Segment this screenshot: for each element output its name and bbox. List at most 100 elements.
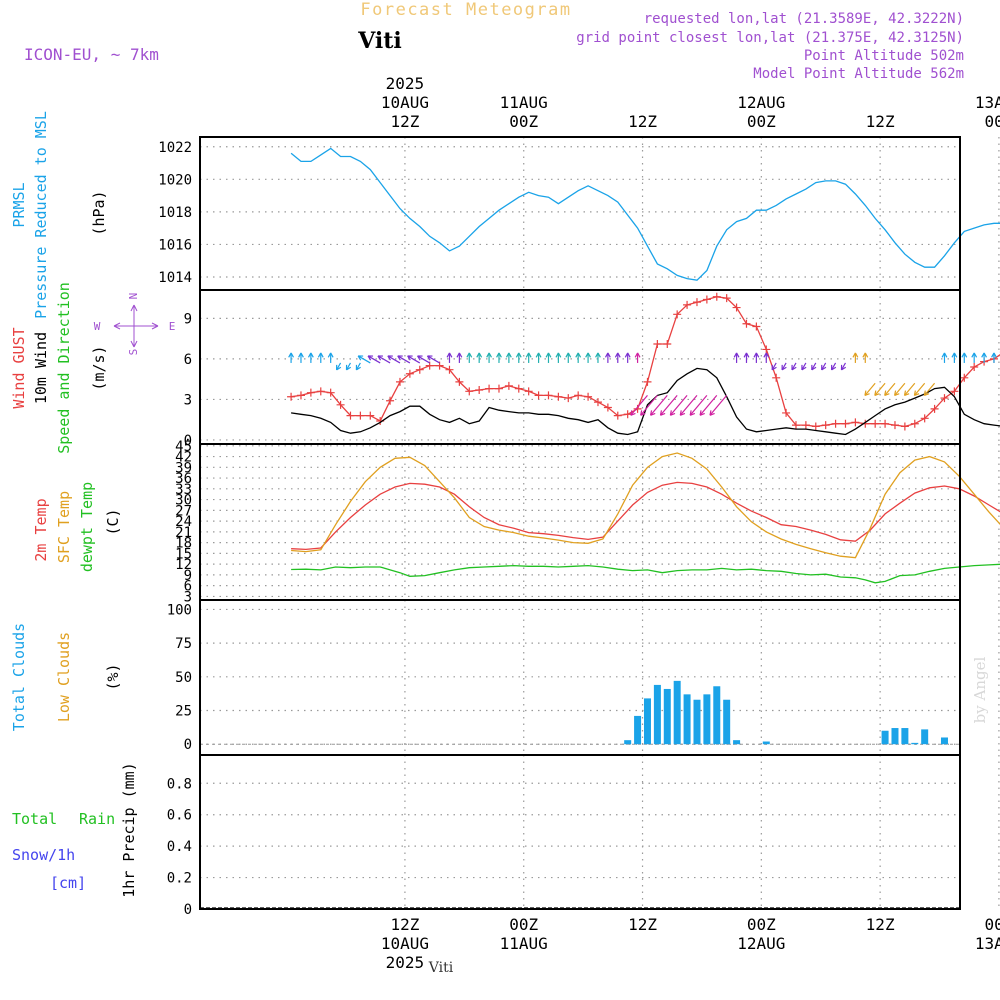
bottom-time-label: 12Z xyxy=(390,915,419,934)
wind-arrow xyxy=(709,394,728,416)
gust-marker xyxy=(336,400,345,409)
wind-arrowhead xyxy=(913,390,920,397)
wind-arrowhead xyxy=(903,390,910,397)
wind-arrow xyxy=(894,382,906,396)
clouds-ytick: 50 xyxy=(175,670,192,686)
gust-marker xyxy=(584,392,593,401)
wind-arrowhead xyxy=(830,364,837,371)
wind-arrowhead xyxy=(689,410,696,416)
wind-arrowhead xyxy=(397,355,403,361)
gust-marker xyxy=(613,411,622,420)
cloud-bar xyxy=(891,728,899,745)
wind-arrowhead xyxy=(733,352,740,358)
model-label: ICON-EU, ~ 7km xyxy=(24,45,159,64)
chart-title: Forecast Meteogram xyxy=(360,0,571,20)
wind-arrowhead xyxy=(307,352,314,358)
wind-arrow xyxy=(345,362,351,371)
bottom-time-label: 2025 xyxy=(386,953,425,972)
temperature-ytick: 21 xyxy=(175,525,192,541)
wind-arrow xyxy=(771,362,777,371)
wind-arrow xyxy=(884,382,896,396)
gust-marker xyxy=(801,421,810,430)
total-clouds-label: Total Clouds xyxy=(10,623,28,731)
gust-marker xyxy=(475,385,484,394)
wind-arrow xyxy=(781,362,787,371)
cloud-bar xyxy=(901,728,909,745)
location-title: Viti xyxy=(357,28,402,54)
wind-arrowhead xyxy=(466,352,473,358)
wind10m-label: 10m Wind xyxy=(32,332,50,404)
gust-marker xyxy=(762,345,771,354)
wind-arrowhead xyxy=(377,355,383,361)
pressure-ytick: 1014 xyxy=(158,270,192,286)
cloud-bar xyxy=(911,742,919,745)
wind-arrow xyxy=(336,362,342,371)
wind-arrowhead xyxy=(699,410,705,416)
gust-marker xyxy=(415,365,424,374)
requested-coords: requested lon,lat (21.3589E, 42.3222N) xyxy=(644,11,964,27)
total-label: Total xyxy=(12,810,57,828)
wind-arrowhead xyxy=(525,352,532,358)
wind-arrowhead xyxy=(630,410,636,416)
gust-marker xyxy=(356,411,365,420)
wind-arrow xyxy=(630,394,648,416)
low-clouds-label: Low Clouds xyxy=(55,632,73,722)
cloud-bar xyxy=(881,730,889,745)
gust-label: Wind GUST xyxy=(10,327,28,408)
wind-arrow xyxy=(821,362,827,371)
cloud-bar xyxy=(921,729,929,745)
temperature-ytick: 6 xyxy=(184,579,192,595)
pct-label: (%) xyxy=(104,663,122,690)
wind-arrowhead xyxy=(446,352,453,358)
cloud-bar xyxy=(940,737,948,745)
wind-arrowhead xyxy=(709,410,715,416)
wind-arrowhead xyxy=(367,355,374,361)
clouds-panel: 0 25 50 75 100 xyxy=(167,599,1000,756)
gust-marker xyxy=(920,414,929,423)
t2m-label: 2m Temp xyxy=(32,498,50,561)
temperature-ytick: 24 xyxy=(175,514,192,530)
precip-panel: 0 0.2 0.4 0.6 0.8 xyxy=(167,754,1000,918)
cloud-bar xyxy=(653,684,661,745)
gust-marker xyxy=(494,384,503,393)
pressure-ytick: 1018 xyxy=(158,205,192,221)
temperature-ytick: 39 xyxy=(175,460,192,476)
watermark: by Angel xyxy=(971,656,989,723)
cloud-bar xyxy=(673,680,681,745)
bottom-time-label: 10AUG xyxy=(381,934,429,953)
side-labels: PRMSL Pressure Reduced to MSL (hPa) Wind… xyxy=(10,111,175,898)
gust-marker xyxy=(851,418,860,427)
top-time-label: 11AUG xyxy=(500,93,548,112)
wind-arrowhead xyxy=(961,352,968,358)
wind-arrow xyxy=(357,355,371,364)
series-10m-wind xyxy=(291,367,1000,436)
gust-marker xyxy=(782,408,791,417)
wind-arrowhead xyxy=(555,352,562,358)
wind-arrowhead xyxy=(535,352,542,358)
gust-marker xyxy=(811,422,820,431)
bottom-time-label: 13AUG xyxy=(975,934,1000,953)
wind-arrowhead xyxy=(679,410,686,416)
temperature-ytick: 33 xyxy=(175,482,192,498)
wind-arrowhead xyxy=(604,352,611,358)
top-time-label: 00Z xyxy=(509,112,538,131)
bottom-time-label: 12Z xyxy=(628,915,657,934)
pressure-label: Pressure Reduced to MSL xyxy=(32,111,50,319)
hpa-label: (hPa) xyxy=(90,190,108,235)
ms-label: (m/s) xyxy=(90,345,108,390)
wind-arrow xyxy=(699,394,718,416)
wind-arrow xyxy=(904,382,916,396)
temperature-ytick: 9 xyxy=(184,568,192,584)
wind-arrowhead xyxy=(771,364,777,371)
gust-marker xyxy=(950,387,959,396)
gust-marker xyxy=(465,387,474,396)
gust-marker xyxy=(960,373,969,382)
wind-arrow xyxy=(801,362,807,371)
wind-arrowhead xyxy=(407,355,413,361)
gust-marker xyxy=(623,410,632,419)
temperature-ytick: 15 xyxy=(175,546,192,562)
gust-marker xyxy=(564,394,573,403)
wind-arrowhead xyxy=(840,364,847,371)
wind-arrowhead xyxy=(298,352,304,358)
gust-marker xyxy=(910,419,919,428)
